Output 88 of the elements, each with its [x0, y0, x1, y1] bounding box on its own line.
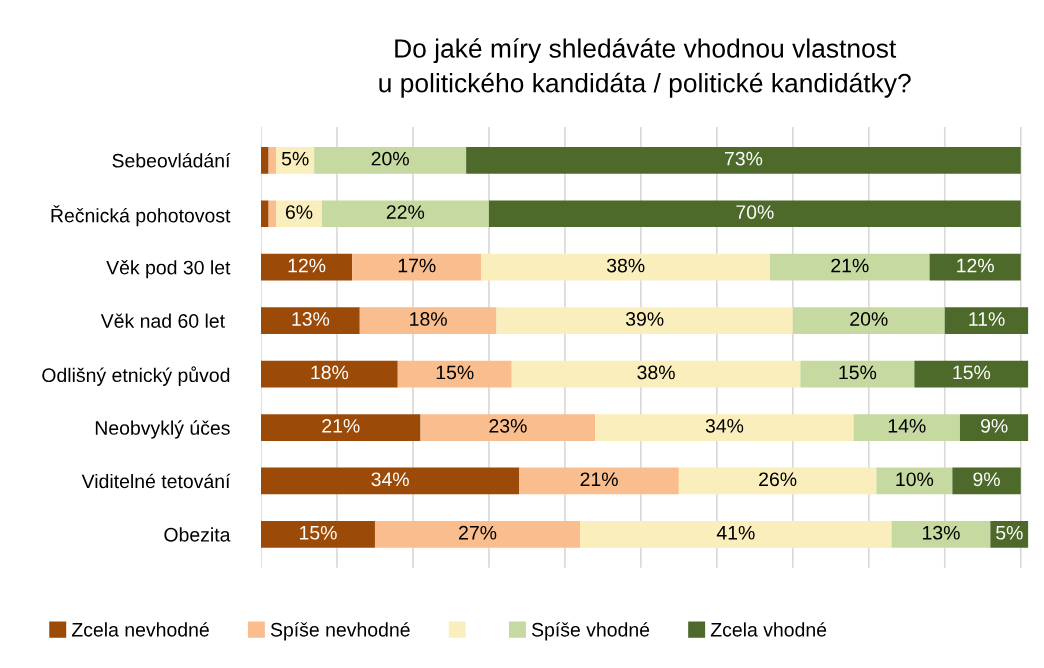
data-label: 38%: [637, 365, 675, 380]
bar: [678, 467, 877, 495]
data-label: 39%: [625, 312, 664, 326]
data-label: 12%: [957, 258, 994, 273]
data-label: 5%: [996, 525, 1023, 540]
bar: [580, 521, 892, 548]
y-tick-label: Obezita: [164, 527, 231, 542]
data-label: 15%: [839, 365, 877, 380]
y-tick-label: Věk pod 30 let: [106, 260, 231, 279]
data-label: 70%: [736, 205, 774, 219]
data-label: 41%: [716, 525, 755, 540]
bar: [952, 467, 1021, 495]
data-label: 34%: [371, 472, 409, 487]
data-label: 23%: [489, 418, 527, 433]
data-label: 18%: [410, 312, 447, 326]
bar: [595, 414, 854, 441]
bar: [314, 146, 467, 174]
bar: [321, 200, 489, 228]
data-label: 21%: [831, 258, 869, 273]
bar: [800, 360, 915, 388]
data-label: 6%: [285, 205, 313, 219]
y-tick-label: Neobvyklý účes: [95, 420, 230, 439]
data-label: 10%: [896, 472, 934, 487]
bar: [420, 414, 596, 441]
data-label: 12%: [288, 258, 326, 273]
data-label: 15%: [300, 525, 337, 540]
bar: [261, 200, 269, 228]
bar: [891, 521, 991, 548]
bar: [374, 521, 581, 548]
y-tick-label: Řečnická pohotovost: [51, 205, 231, 227]
data-label: 5%: [281, 151, 309, 166]
y-tick-label: Viditelné tetování: [81, 473, 231, 489]
bar: [261, 307, 360, 334]
data-label: 20%: [371, 151, 409, 166]
data-label: 38%: [606, 258, 645, 273]
bar: [261, 521, 375, 548]
bar: [261, 360, 398, 388]
legend-label: Spíše nevhodné: [270, 622, 410, 641]
data-label: 21%: [322, 418, 360, 433]
bar: [352, 253, 482, 281]
chart-title: Do jaké míry shledáváte vhodnou vlastnost u politického kandidáta / politické kandidátky?: [379, 38, 911, 98]
bar: [876, 467, 953, 495]
bar: [496, 307, 793, 334]
bar: [929, 253, 1021, 281]
bar: [466, 146, 1021, 174]
bar: [261, 467, 520, 495]
bar: [268, 200, 277, 228]
data-label: 73%: [724, 151, 763, 166]
bar: [359, 307, 497, 334]
bar: [261, 414, 421, 441]
bar: [481, 253, 771, 281]
y-tick-label: Věk nad 60 let: [100, 313, 225, 328]
data-label: 20%: [850, 312, 888, 326]
bar: [792, 307, 945, 334]
data-label: 26%: [759, 472, 797, 487]
data-label: 18%: [311, 365, 349, 380]
legend-label: Spíše vhodné: [531, 622, 650, 641]
bar: [276, 200, 322, 228]
data-label: 34%: [705, 418, 744, 433]
bar: [853, 414, 960, 441]
bar: [959, 414, 1029, 441]
data-label: 27%: [459, 525, 497, 540]
data-label: 22%: [386, 205, 425, 219]
bar: [268, 146, 277, 174]
data-label: 9%: [981, 418, 1008, 433]
bar: [770, 253, 930, 281]
bar: [511, 360, 801, 388]
bar: [519, 467, 679, 495]
bar: [944, 307, 1029, 334]
data-label: 21%: [580, 472, 618, 487]
bar: [276, 146, 315, 174]
y-tick-label: Odlišný etnický původ: [42, 366, 230, 386]
data-label: 14%: [888, 419, 926, 433]
bar: [488, 200, 1021, 228]
y-tick-label: Sebeovládání: [112, 153, 231, 168]
data-label: 9%: [973, 472, 1000, 487]
data-label: 11%: [969, 312, 1005, 326]
data-label: 15%: [436, 365, 474, 380]
bar: [914, 360, 1029, 388]
bar: [397, 360, 512, 388]
legend-label: Zcela nevhodné: [71, 622, 209, 637]
data-label: 13%: [292, 312, 330, 326]
data-label: 17%: [398, 258, 436, 273]
legend-label: Zcela vhodné: [710, 622, 827, 637]
bar: [261, 146, 269, 174]
bar: [261, 253, 353, 281]
data-label: 15%: [953, 365, 991, 380]
data-label: 13%: [922, 525, 960, 540]
